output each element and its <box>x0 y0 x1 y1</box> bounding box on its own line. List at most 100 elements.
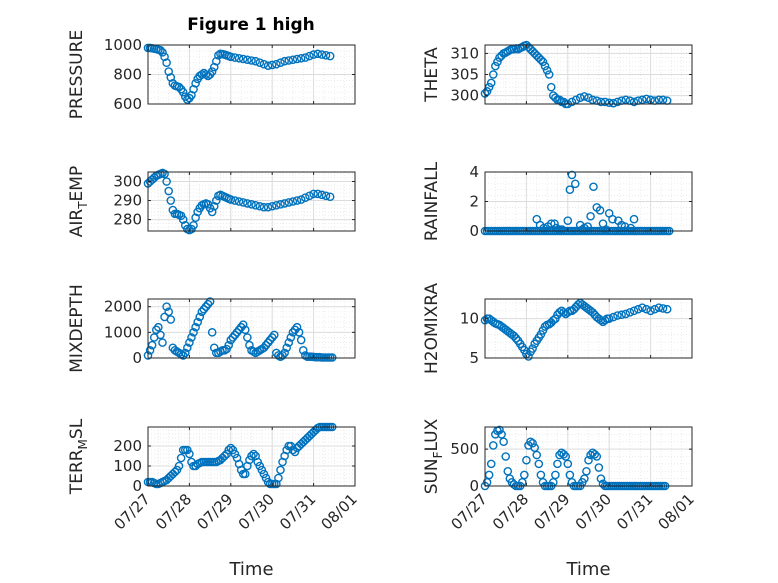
data-point <box>658 95 668 105</box>
data-point <box>154 322 163 332</box>
data-point <box>621 95 631 105</box>
data-point <box>189 220 198 230</box>
data-point <box>230 330 240 340</box>
data-point <box>642 304 651 314</box>
data-point <box>646 306 655 316</box>
data-point <box>553 459 562 469</box>
data-point <box>276 200 285 209</box>
data-point <box>522 455 531 465</box>
data-point <box>259 59 269 69</box>
data-point <box>276 465 285 475</box>
data-point <box>565 185 575 194</box>
data-point <box>243 55 252 65</box>
data-point <box>185 449 194 459</box>
data-point <box>174 82 184 92</box>
data-point <box>191 213 200 222</box>
data-point <box>594 463 604 472</box>
y-tick-label: 10 <box>460 310 479 328</box>
data-point <box>561 452 571 461</box>
data-point <box>160 169 169 179</box>
data-point <box>321 191 331 201</box>
y-tick-label: 5 <box>469 349 479 367</box>
data-point <box>191 322 200 332</box>
data-point <box>491 61 500 71</box>
data-point <box>207 67 217 76</box>
data-point <box>166 315 176 324</box>
subplot-h2omixra: 5 10 H2OMIXRA <box>422 283 693 374</box>
data-point <box>267 333 277 342</box>
data-point <box>259 343 269 353</box>
data-point <box>534 459 544 469</box>
data-point <box>528 438 537 448</box>
data-point <box>530 443 539 452</box>
data-point <box>176 453 186 463</box>
y-tick-label: 290 <box>113 192 142 210</box>
data-point <box>292 322 302 332</box>
data-point <box>288 445 298 455</box>
data-point <box>325 51 335 61</box>
data-point <box>563 459 573 469</box>
data-point <box>228 333 238 342</box>
data-point <box>613 311 622 320</box>
data-point <box>604 98 614 108</box>
data-point <box>164 307 173 317</box>
data-point <box>596 97 606 107</box>
data-point <box>238 198 248 207</box>
data-point <box>226 443 236 453</box>
axes-box <box>147 298 356 359</box>
data-point <box>528 344 537 353</box>
data-point <box>263 202 273 212</box>
y-tick-label: 0 <box>469 477 479 495</box>
data-point <box>280 199 289 208</box>
y-tick-label: 0 <box>469 222 479 240</box>
data-point <box>565 470 575 480</box>
data-point <box>613 97 622 107</box>
data-point <box>620 222 630 231</box>
data-point <box>178 87 188 97</box>
y-tick-label: 2 <box>469 193 479 211</box>
data-point <box>551 470 560 480</box>
data-point <box>488 441 498 450</box>
data-point <box>621 309 631 319</box>
data-point <box>234 325 244 335</box>
data-point <box>595 206 605 215</box>
data-point <box>327 353 337 362</box>
data-point <box>629 214 639 224</box>
data-point <box>536 55 546 65</box>
y-tick-label: 0 <box>132 477 142 495</box>
data-point <box>240 469 250 479</box>
data-point <box>608 214 617 224</box>
data-point <box>296 335 306 345</box>
data-point <box>226 52 236 62</box>
data-point <box>586 450 595 460</box>
data-point <box>251 201 260 210</box>
data-point <box>584 93 593 102</box>
data-point <box>189 328 198 337</box>
data-point <box>301 193 310 202</box>
data-point <box>520 470 529 480</box>
data-point <box>580 92 589 101</box>
data-point <box>586 211 595 221</box>
data-point <box>251 56 260 66</box>
data-point <box>267 201 277 211</box>
y-axis-label: RAINFALL <box>422 161 442 241</box>
data-point <box>317 190 327 200</box>
data-point <box>145 345 155 355</box>
data-point <box>209 201 219 211</box>
data-point <box>170 467 180 477</box>
data-point <box>288 197 298 206</box>
subplot-mixdepth: 0 1000 2000 MIXDEPTH <box>67 284 356 373</box>
data-point <box>214 51 223 60</box>
data-point <box>604 314 614 323</box>
data-point <box>296 195 306 204</box>
data-point <box>284 338 294 347</box>
data-point <box>288 328 298 337</box>
data-point <box>555 450 564 460</box>
data-point <box>589 182 598 192</box>
data-point <box>305 51 314 61</box>
data-point <box>178 215 188 224</box>
data-point <box>495 425 504 435</box>
subplot-rainfall: 0 2 4 RAINFALL <box>422 161 693 241</box>
data-point <box>549 315 558 325</box>
data-point <box>486 78 496 88</box>
